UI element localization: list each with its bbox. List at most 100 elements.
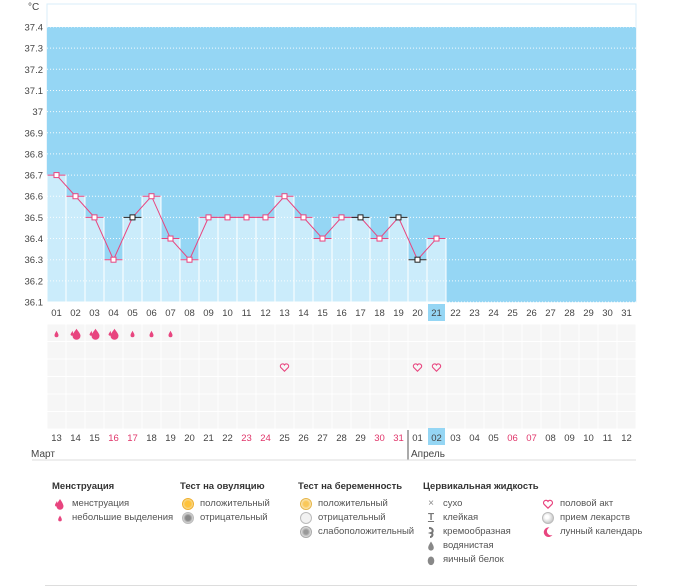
symptom-cell[interactable] [332, 377, 351, 394]
symptom-cell[interactable] [313, 377, 332, 394]
symptom-cell[interactable] [427, 412, 446, 429]
symptom-cell[interactable] [389, 359, 408, 377]
symptom-cell[interactable] [275, 359, 294, 377]
symptom-cell[interactable] [598, 342, 617, 359]
symptom-cell[interactable] [541, 412, 560, 429]
symptom-cell[interactable] [484, 412, 503, 429]
symptom-cell[interactable] [427, 394, 446, 412]
symptom-cell[interactable] [294, 324, 313, 342]
symptom-cell[interactable] [275, 377, 294, 394]
symptom-cell[interactable] [617, 359, 636, 377]
symptom-cell[interactable] [579, 359, 598, 377]
symptom-cell[interactable] [408, 359, 427, 377]
symptom-cell[interactable] [522, 412, 541, 429]
symptom-cell[interactable] [446, 394, 465, 412]
symptom-cell[interactable] [579, 342, 598, 359]
symptom-cell[interactable] [275, 342, 294, 359]
symptom-cell[interactable] [503, 359, 522, 377]
symptom-cell[interactable] [427, 324, 446, 342]
symptom-cell[interactable] [598, 377, 617, 394]
symptom-cell[interactable] [218, 342, 237, 359]
symptom-cell[interactable] [484, 359, 503, 377]
symptom-cell[interactable] [389, 342, 408, 359]
symptom-cell[interactable] [123, 394, 142, 412]
symptom-cell[interactable] [161, 359, 180, 377]
symptom-cell[interactable] [541, 342, 560, 359]
symptom-cell[interactable] [446, 377, 465, 394]
symptom-cell[interactable] [522, 394, 541, 412]
symptom-cell[interactable] [332, 324, 351, 342]
symptom-cell[interactable] [237, 342, 256, 359]
symptom-cell[interactable] [351, 342, 370, 359]
symptom-cell[interactable] [579, 324, 598, 342]
symptom-cell[interactable] [237, 324, 256, 342]
symptom-cell[interactable] [465, 394, 484, 412]
symptom-cell[interactable] [503, 412, 522, 429]
symptom-cell[interactable] [47, 342, 66, 359]
symptom-cell[interactable] [389, 394, 408, 412]
symptom-cell[interactable] [313, 359, 332, 377]
symptom-cell[interactable] [503, 377, 522, 394]
symptom-cell[interactable] [617, 342, 636, 359]
symptom-cell[interactable] [104, 377, 123, 394]
symptom-cell[interactable] [66, 377, 85, 394]
symptom-cell[interactable] [541, 394, 560, 412]
symptom-cell[interactable] [66, 412, 85, 429]
symptom-cell[interactable] [161, 342, 180, 359]
symptom-cell[interactable] [294, 342, 313, 359]
symptom-cell[interactable] [484, 394, 503, 412]
symptom-cell[interactable] [66, 359, 85, 377]
symptom-cell[interactable] [408, 324, 427, 342]
symptom-cell[interactable] [180, 377, 199, 394]
symptom-cell[interactable] [427, 377, 446, 394]
symptom-cell[interactable] [522, 342, 541, 359]
symptom-cell[interactable] [123, 412, 142, 429]
symptom-cell[interactable] [142, 377, 161, 394]
symptom-cell[interactable] [332, 394, 351, 412]
symptom-cell[interactable] [142, 394, 161, 412]
symptom-cell[interactable] [294, 412, 313, 429]
symptom-cell[interactable] [541, 377, 560, 394]
symptom-cell[interactable] [104, 394, 123, 412]
symptom-cell[interactable] [598, 394, 617, 412]
symptom-cell[interactable] [351, 359, 370, 377]
symptom-cell[interactable] [522, 324, 541, 342]
symptom-cell[interactable] [389, 324, 408, 342]
symptom-cell[interactable] [218, 359, 237, 377]
symptom-cell[interactable] [294, 394, 313, 412]
symptom-cell[interactable] [199, 394, 218, 412]
symptom-cell[interactable] [617, 324, 636, 342]
symptom-cell[interactable] [541, 324, 560, 342]
symptom-cell[interactable] [199, 324, 218, 342]
symptom-cell[interactable] [199, 412, 218, 429]
symptom-cell[interactable] [522, 377, 541, 394]
symptom-cell[interactable] [560, 324, 579, 342]
symptom-cell[interactable] [237, 377, 256, 394]
symptom-cell[interactable] [370, 359, 389, 377]
symptom-cell[interactable] [85, 359, 104, 377]
symptom-cell[interactable] [522, 359, 541, 377]
symptom-cell[interactable] [104, 412, 123, 429]
symptom-cell[interactable] [332, 342, 351, 359]
symptom-cell[interactable] [313, 324, 332, 342]
symptom-cell[interactable] [161, 412, 180, 429]
symptom-cell[interactable] [104, 359, 123, 377]
symptom-cell[interactable] [104, 342, 123, 359]
symptom-cell[interactable] [503, 324, 522, 342]
symptom-cell[interactable] [256, 377, 275, 394]
symptom-cell[interactable] [560, 342, 579, 359]
symptom-cell[interactable] [85, 394, 104, 412]
symptom-cell[interactable] [408, 342, 427, 359]
symptom-cell[interactable] [180, 342, 199, 359]
symptom-cell[interactable] [465, 342, 484, 359]
symptom-cell[interactable] [199, 359, 218, 377]
symptom-cell[interactable] [332, 412, 351, 429]
symptom-cell[interactable] [123, 377, 142, 394]
symptom-cell[interactable] [541, 359, 560, 377]
symptom-cell[interactable] [256, 412, 275, 429]
symptom-cell[interactable] [237, 394, 256, 412]
symptom-cell[interactable] [351, 394, 370, 412]
symptom-cell[interactable] [85, 377, 104, 394]
symptom-cell[interactable] [313, 412, 332, 429]
symptom-cell[interactable] [294, 359, 313, 377]
